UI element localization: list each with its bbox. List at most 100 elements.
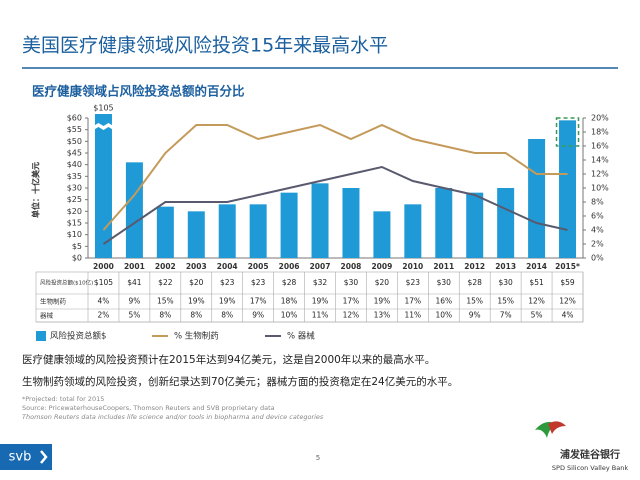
note: 生物制药领域的风险投资，创新纪录达到70亿美元；器械方面的投资稳定在24亿美元的… xyxy=(22,375,458,388)
y2-tick-label: 14% xyxy=(591,156,609,165)
x-tick-label: 2003 xyxy=(186,262,207,271)
bar xyxy=(249,204,267,258)
line xyxy=(102,123,568,231)
table-cell: $28 xyxy=(468,278,483,287)
table-cell: 15% xyxy=(497,297,514,306)
legend-label: 风险投资总额$ xyxy=(50,331,106,342)
y2-tick-label: 2% xyxy=(591,240,604,249)
table-cell: $30 xyxy=(344,278,359,287)
logo-box xyxy=(0,444,52,470)
table-cell: 17% xyxy=(405,297,422,306)
bar xyxy=(280,192,298,258)
table-cell: $30 xyxy=(437,278,452,287)
table-cell: 19% xyxy=(188,297,205,306)
table-cell: 10% xyxy=(281,311,298,320)
y2-tick-label: 20% xyxy=(591,114,609,123)
table-cell: 19% xyxy=(219,297,236,306)
slide-title: 美国医疗健康领域风险投资15年来最高水平 xyxy=(22,35,388,57)
bar xyxy=(435,188,453,258)
table-cell: 9% xyxy=(469,311,481,320)
x-tick-label: 2004 xyxy=(217,262,238,271)
logo: svb xyxy=(9,450,32,465)
y-tick-label: $60 xyxy=(67,114,82,123)
table-cell: 17% xyxy=(250,297,267,306)
footnote: *Projected: total for 2015 xyxy=(22,395,104,403)
bar xyxy=(373,211,391,258)
bar xyxy=(466,192,484,258)
bank-name: 浦发硅谷银行 xyxy=(560,448,620,461)
x-tick-label: 2006 xyxy=(279,262,300,271)
bar xyxy=(342,188,360,258)
table-cell: $23 xyxy=(251,278,266,287)
y-tick-label: $30 xyxy=(67,184,82,193)
table-cell: 5% xyxy=(531,311,543,320)
table-cell: 17% xyxy=(343,297,360,306)
y-tick-label: $55 xyxy=(67,125,82,134)
page-number: 5 xyxy=(316,454,320,462)
x-tick-label: 2011 xyxy=(433,262,454,271)
x-tick-label: 2008 xyxy=(341,262,362,271)
y-tick-label: $50 xyxy=(67,137,82,146)
y2-tick-label: 18% xyxy=(591,128,609,137)
bar xyxy=(497,188,515,258)
table-cell: 8% xyxy=(190,311,202,320)
bar xyxy=(94,114,112,258)
table-cell: 15% xyxy=(157,297,174,306)
table-cell: 9% xyxy=(128,297,140,306)
y-tick-label: $35 xyxy=(67,172,82,181)
table-cell: $32 xyxy=(313,278,328,287)
top-label: $105 xyxy=(93,104,113,113)
logo-chevron xyxy=(40,450,48,464)
table-cell: $105 xyxy=(94,278,113,287)
table-cell: 19% xyxy=(312,297,329,306)
bar xyxy=(311,183,329,258)
x-tick-label: 2001 xyxy=(124,262,145,271)
table-cell: $23 xyxy=(406,278,421,287)
x-tick-label: 2012 xyxy=(464,262,485,271)
line xyxy=(102,165,568,245)
table-cell: 16% xyxy=(435,297,452,306)
legend-label: % 器械 xyxy=(287,331,315,342)
bar xyxy=(404,204,422,258)
table-cell: $20 xyxy=(375,278,390,287)
table-cell: 12% xyxy=(528,297,545,306)
table-cell: 4% xyxy=(98,297,110,306)
y-tick-label: $5 xyxy=(72,242,82,251)
table-cell: 15% xyxy=(466,297,483,306)
table-cell: $28 xyxy=(282,278,297,287)
table-cell: 2% xyxy=(98,311,110,320)
bar xyxy=(156,206,174,258)
table-cell: 11% xyxy=(405,311,422,320)
y2-tick-label: 16% xyxy=(591,142,609,151)
bar xyxy=(218,204,236,258)
bar xyxy=(187,211,205,258)
table-cell: 8% xyxy=(159,311,171,320)
table-row-label: 生物制药 xyxy=(40,297,67,306)
x-tick-label: 2002 xyxy=(155,262,176,271)
bar xyxy=(528,139,546,258)
y2-tick-label: 8% xyxy=(591,198,604,207)
y-tick-label: $25 xyxy=(67,195,82,204)
table-cell: 18% xyxy=(281,297,298,306)
table-row-label: 风险投资总额($10亿) xyxy=(40,279,93,287)
y-tick-label: $0 xyxy=(72,254,82,263)
table-cell: $30 xyxy=(498,278,513,287)
y2-tick-label: 12% xyxy=(591,170,609,179)
table-row-label: 器械 xyxy=(40,311,54,320)
y2-tick-label: 0% xyxy=(591,254,604,263)
table-cell: 13% xyxy=(374,311,391,320)
table-cell: 10% xyxy=(435,311,452,320)
table-cell: 12% xyxy=(559,297,576,306)
y-tick-label: $15 xyxy=(67,219,82,228)
y2-tick-label: 4% xyxy=(591,226,604,235)
table-cell: 7% xyxy=(500,311,512,320)
legend-swatch xyxy=(36,331,46,341)
footnote: Thomson Reuters data includes life scien… xyxy=(22,413,324,421)
y-tick-label: $20 xyxy=(67,207,82,216)
axis-break xyxy=(93,123,114,130)
bank-logo xyxy=(548,421,566,434)
table-cell: $22 xyxy=(158,278,173,287)
table-cell: 9% xyxy=(252,311,264,320)
table-cell: $23 xyxy=(220,278,235,287)
